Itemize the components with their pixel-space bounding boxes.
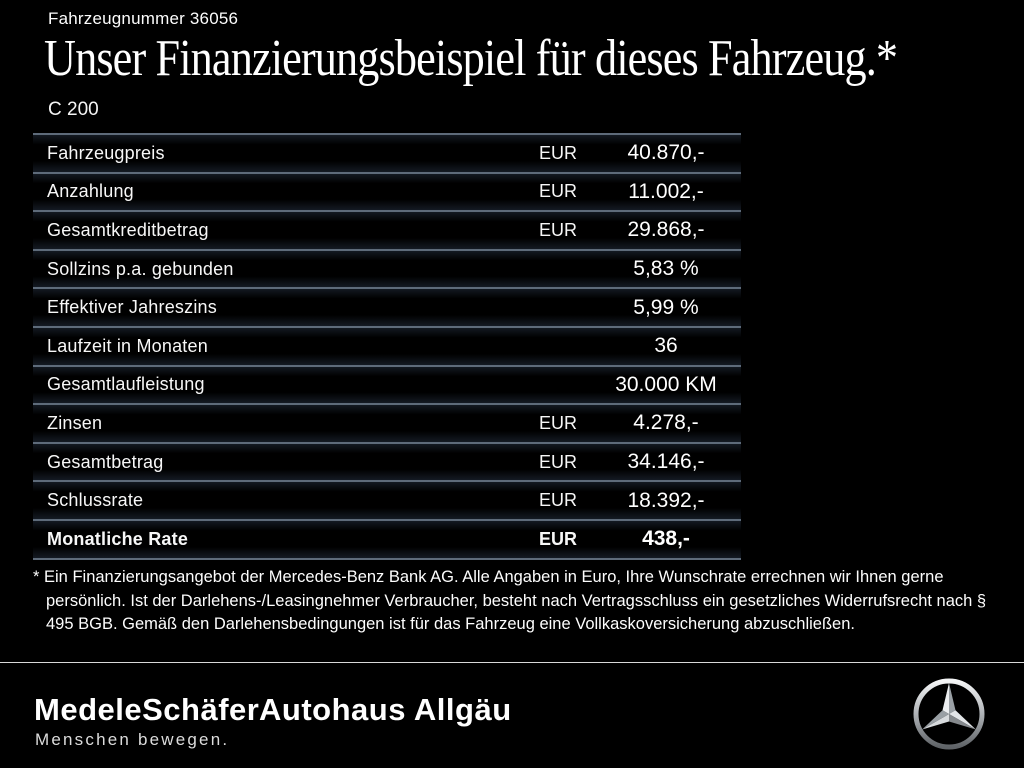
row-currency: EUR [539, 412, 578, 433]
row-label: Sollzins p.a. gebunden [47, 258, 234, 279]
table-row: Effektiver Jahreszins 5,99 % [33, 287, 741, 326]
footer-divider [0, 662, 1024, 663]
table-row: Laufzeit in Monaten 36 [33, 325, 741, 365]
row-currency: EUR [539, 528, 578, 549]
row-label: Effektiver Jahreszins [47, 297, 217, 318]
table-row: Gesamtkreditbetrag EUR 29.868,- [33, 210, 741, 249]
footnote: * Ein Finanzierungsangebot der Mercedes-… [33, 566, 1004, 637]
row-value: 36 [654, 334, 678, 358]
row-currency: EUR [539, 219, 578, 240]
row-label: Zinsen [47, 412, 103, 433]
row-label: Laufzeit in Monaten [47, 335, 208, 356]
row-currency: EUR [539, 451, 578, 472]
row-currency: EUR [539, 181, 578, 202]
row-value: 5,83 % [633, 257, 699, 281]
row-currency: EUR [539, 142, 578, 163]
row-value: 438,- [642, 527, 690, 551]
table-row: Gesamtlaufleistung 30.000 KM [33, 364, 741, 404]
page-title: Unser Finanzierungsbeispiel für dieses F… [44, 30, 898, 87]
row-label: Schlussrate [47, 490, 144, 511]
row-label: Gesamtbetrag [47, 451, 164, 472]
footnote-marker: * [33, 568, 40, 586]
row-label: Anzahlung [47, 181, 134, 202]
table-row: Fahrzeugpreis EUR 40.870,- [33, 133, 741, 172]
table-row: Schlussrate EUR 18.392,- [33, 480, 741, 519]
row-label: Gesamtlaufleistung [47, 374, 205, 395]
footnote-text: Ein Finanzierungsangebot der Mercedes-Be… [44, 568, 987, 633]
dealer-tagline: Menschen bewegen. [35, 730, 230, 749]
row-value: 34.146,- [627, 450, 705, 474]
row-label: Monatliche Rate [47, 528, 189, 549]
row-currency: EUR [539, 490, 578, 511]
table-row: Anzahlung EUR 11.002,- [33, 171, 741, 211]
row-label: Gesamtkreditbetrag [47, 219, 209, 240]
table-row: Gesamtbetrag EUR 34.146,- [33, 441, 741, 481]
table-row: Sollzins p.a. gebunden 5,83 % [33, 248, 741, 288]
row-value: 5,99 % [633, 295, 699, 319]
row-value: 4.278,- [633, 411, 699, 435]
row-value: 11.002,- [628, 179, 704, 203]
vehicle-number: Fahrzeugnummer 36056 [48, 9, 239, 28]
row-value: 18.392,- [627, 488, 705, 512]
row-value: 40.870,- [627, 141, 705, 165]
dealer-logo-medeleschaefer: MedeleSchäfer [34, 692, 260, 727]
row-label: Fahrzeugpreis [47, 142, 165, 163]
row-value: 29.868,- [627, 218, 705, 242]
mercedes-benz-star-icon [913, 678, 985, 750]
financing-table: Fahrzeugpreis EUR 40.870,- Anzahlung EUR… [33, 133, 741, 560]
row-value: 30.000 KM [615, 372, 717, 396]
table-row: Zinsen EUR 4.278,- [33, 403, 741, 442]
vehicle-model: C 200 [48, 99, 99, 120]
dealer-logo-autohaus-allgaeu: Autohaus Allgäu [259, 692, 512, 727]
table-row: Monatliche Rate EUR 438,- [33, 518, 741, 558]
